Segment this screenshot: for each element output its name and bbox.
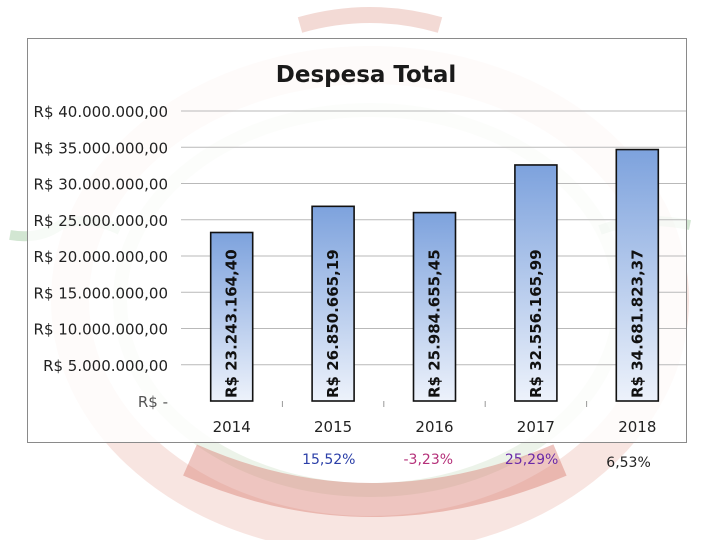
growth-label-2016: -3,23%: [403, 452, 454, 468]
data-label-2016: R$ 25.984.655,45: [426, 249, 444, 398]
y-tick-label: R$ -: [138, 393, 168, 411]
y-tick-label: R$ 40.000.000,00: [34, 103, 168, 121]
y-tick-label: R$ 30.000.000,00: [34, 176, 168, 194]
y-tick-label: R$ 5.000.000,00: [43, 357, 168, 375]
bar-2016: [412, 211, 457, 402]
y-tick-label: R$ 35.000.000,00: [34, 139, 168, 157]
chart-frame: Despesa Total R$ - R$ 5.000.000,00 R$ 10.0…: [27, 38, 687, 443]
growth-label-2017: 25,29%: [504, 452, 559, 468]
data-label-2017: R$ 32.556.165,99: [527, 249, 545, 398]
bar-2015: [311, 205, 355, 402]
chart-title: Despesa Total: [276, 62, 457, 88]
x-tick-label: 2018: [618, 418, 656, 436]
x-tick-label: 2014: [213, 418, 251, 436]
y-tick-label: R$ 25.000.000,00: [34, 212, 168, 230]
y-tick-label: R$ 10.000.000,00: [34, 321, 168, 339]
x-tick-label: 2015: [314, 418, 352, 436]
x-tick-label: 2016: [415, 418, 453, 436]
bar-2018: [615, 148, 660, 402]
bar-chart: Despesa Total R$ - R$ 5.000.000,00 R$ 10.0…: [34, 62, 686, 436]
y-tick-label: R$ 20.000.000,00: [34, 248, 168, 266]
bar-2017: [514, 164, 558, 402]
growth-label-2015: 15,52%: [302, 452, 356, 468]
growth-label-2018: 6,53%: [606, 455, 651, 471]
bar-2014: [209, 231, 254, 402]
x-tick-label: 2017: [517, 418, 555, 436]
y-tick-label: R$ 15.000.000,00: [34, 284, 168, 302]
data-label-2018: R$ 34.681.823,37: [628, 249, 646, 398]
data-label-2015: R$ 26.850.665,19: [324, 249, 342, 398]
data-label-2014: R$ 23.243.164,40: [223, 249, 241, 398]
